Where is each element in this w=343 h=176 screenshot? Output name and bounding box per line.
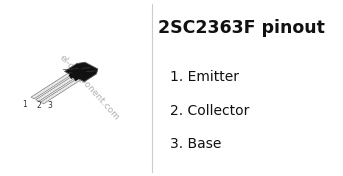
Text: 2SC2363F pinout: 2SC2363F pinout <box>158 19 325 37</box>
Polygon shape <box>36 75 77 101</box>
Text: 3: 3 <box>47 101 52 110</box>
Polygon shape <box>40 78 81 104</box>
Text: el-component.com: el-component.com <box>58 54 121 122</box>
Polygon shape <box>31 73 72 99</box>
Text: 2. Collector: 2. Collector <box>170 104 249 118</box>
Text: 2: 2 <box>36 101 41 110</box>
Text: 1. Emitter: 1. Emitter <box>170 70 239 84</box>
Text: 3. Base: 3. Base <box>170 137 222 151</box>
Text: 1: 1 <box>23 100 27 109</box>
Polygon shape <box>64 62 98 82</box>
